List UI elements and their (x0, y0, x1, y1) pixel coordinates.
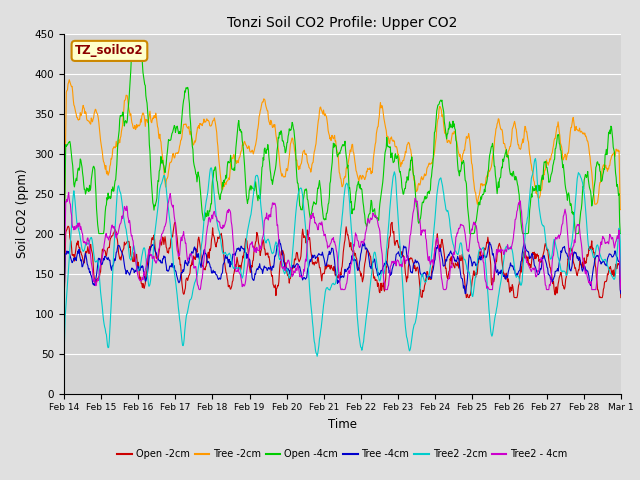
Tree -2cm (292, 154, 300, 160)
Open -2cm (598, 295, 606, 300)
Tree2 -2cm (532, 156, 540, 161)
Tree -2cm (164, 173, 172, 179)
Tree -4cm (163, 267, 171, 273)
Tree2 - 4cm (599, 234, 607, 240)
Tree -2cm (60, 207, 68, 213)
Tree2 - 4cm (292, 265, 300, 271)
Tree2 - 4cm (590, 287, 598, 292)
Open -4cm (128, 51, 136, 57)
Tree -4cm (598, 259, 606, 265)
Tree -4cm (292, 263, 300, 268)
Line: Tree -4cm: Tree -4cm (64, 240, 621, 294)
Open -4cm (292, 148, 300, 154)
Tree -2cm (65, 77, 73, 83)
Line: Open -2cm: Open -2cm (64, 222, 621, 298)
Tree2 -2cm (388, 183, 396, 189)
Line: Tree2 - 4cm: Tree2 - 4cm (64, 192, 621, 289)
Tree2 - 4cm (60, 283, 68, 288)
Open -4cm (60, 231, 68, 237)
Line: Tree -2cm: Tree -2cm (64, 80, 621, 210)
Open -2cm (388, 228, 396, 233)
Tree -4cm (60, 291, 68, 297)
Tree -4cm (388, 265, 396, 271)
Tree -4cm (276, 237, 284, 242)
Tree -4cm (87, 272, 95, 277)
Text: TZ_soilco2: TZ_soilco2 (75, 44, 144, 58)
Tree -2cm (589, 191, 597, 196)
X-axis label: Time: Time (328, 418, 357, 431)
Tree2 -2cm (60, 357, 68, 362)
Tree -2cm (88, 115, 95, 121)
Tree2 -2cm (87, 235, 95, 241)
Y-axis label: Soil CO2 (ppm): Soil CO2 (ppm) (16, 169, 29, 258)
Tree2 - 4cm (164, 201, 172, 207)
Open -2cm (87, 241, 95, 247)
Tree2 - 4cm (195, 287, 203, 292)
Tree -2cm (388, 138, 396, 144)
Open -4cm (589, 192, 597, 198)
Open -2cm (60, 295, 68, 300)
Tree2 - 4cm (65, 190, 72, 195)
Line: Tree2 -2cm: Tree2 -2cm (64, 158, 621, 360)
Legend: Open -2cm, Tree -2cm, Open -4cm, Tree -4cm, Tree2 -2cm, Tree2 - 4cm: Open -2cm, Tree -2cm, Open -4cm, Tree -4… (113, 445, 572, 463)
Tree2 -2cm (617, 281, 625, 287)
Tree -4cm (589, 264, 597, 270)
Open -2cm (163, 250, 171, 255)
Tree2 - 4cm (389, 260, 397, 266)
Open -2cm (617, 295, 625, 300)
Open -4cm (598, 177, 606, 183)
Tree -4cm (617, 291, 625, 297)
Open -2cm (388, 219, 396, 225)
Tree -2cm (617, 207, 625, 213)
Line: Open -4cm: Open -4cm (64, 54, 621, 234)
Title: Tonzi Soil CO2 Profile: Upper CO2: Tonzi Soil CO2 Profile: Upper CO2 (227, 16, 458, 30)
Open -2cm (589, 250, 597, 255)
Open -2cm (291, 256, 299, 262)
Open -4cm (164, 143, 172, 149)
Tree -2cm (598, 166, 606, 172)
Tree2 -2cm (163, 197, 171, 203)
Open -4cm (388, 156, 396, 162)
Tree2 -2cm (291, 218, 299, 224)
Open -4cm (87, 185, 95, 191)
Tree2 -2cm (598, 257, 606, 263)
Tree2 - 4cm (617, 287, 625, 292)
Tree2 -2cm (589, 254, 597, 260)
Open -4cm (617, 231, 625, 237)
Tree2 - 4cm (88, 260, 95, 265)
